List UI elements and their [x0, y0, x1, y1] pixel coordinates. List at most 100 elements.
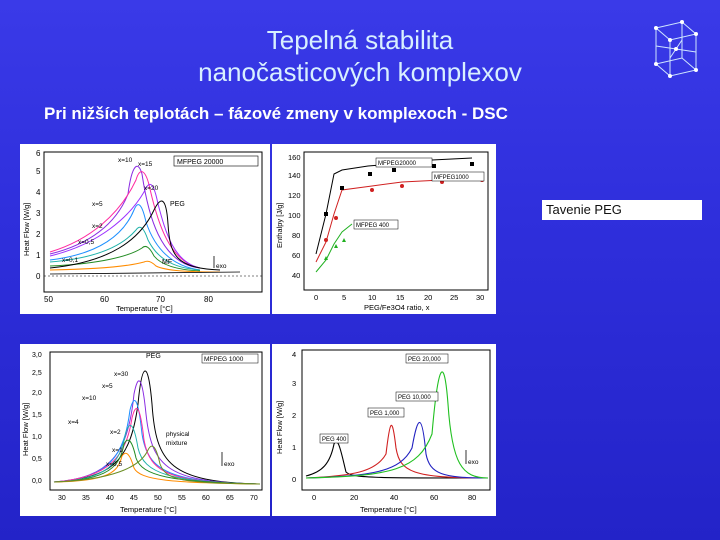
y-tick-00: 0,0 — [32, 478, 42, 485]
dsc-plot-3-svg: MFPEG 1000 PEG x=30 x=5 x=10 x=4 x=2 x=1… — [21, 351, 263, 514]
dsc-plot-mfpeg20000: MFPEG 20000 x=10 x=15 x=20 x=5 x=2 x=0,5… — [20, 144, 270, 314]
label-peg: PEG — [146, 353, 161, 360]
crystal-lattice-logo — [654, 20, 698, 78]
x-axis-label: PEG/Fe3O4 ratio, x — [364, 303, 430, 312]
curve-peg400 — [305, 441, 489, 479]
slide-subtitle: Pri nižších teplotách – fázové zmeny v k… — [44, 104, 508, 123]
x-tick-20: 20 — [350, 493, 358, 502]
y-tick-2: 2 — [36, 230, 41, 239]
curve-x5 — [49, 204, 201, 271]
x-tick-70: 70 — [250, 495, 258, 502]
x-tick-60: 60 — [100, 295, 109, 304]
legend-mfpeg1000: MFPEG 1000 — [204, 356, 244, 363]
x-tick-30: 30 — [476, 293, 484, 302]
y-tick-6: 6 — [36, 149, 41, 158]
curve-peg — [49, 200, 221, 271]
y-axis-label: Heat Flow [W/g] — [275, 401, 284, 454]
curve-x1 — [53, 452, 261, 485]
x-tick-40: 40 — [106, 495, 114, 502]
label-x2: x=2 — [110, 429, 121, 436]
series-mfpeg1000 — [315, 177, 483, 263]
label-exo: exo — [224, 461, 235, 468]
label-mixture: mixture — [166, 440, 188, 447]
y-tick-60: 60 — [292, 251, 300, 260]
dsc-plot-mfpeg1000: MFPEG 1000 PEG x=30 x=5 x=10 x=4 x=2 x=1… — [20, 344, 270, 516]
x-tick-50: 50 — [44, 295, 53, 304]
curve-mixture — [53, 445, 261, 485]
y-axis-label: Heat Flow [W/g] — [21, 403, 30, 456]
x-tick-50: 50 — [154, 495, 162, 502]
curve-x05 — [49, 245, 201, 272]
curve-peg1000 — [305, 424, 489, 479]
x-tick-30: 30 — [58, 495, 66, 502]
y-tick-0: 0 — [292, 475, 296, 484]
x-tick-40: 40 — [390, 493, 398, 502]
x-tick-15: 15 — [396, 293, 404, 302]
label-x20: x=20 — [144, 185, 159, 192]
y-tick-15: 1,5 — [32, 412, 42, 419]
curve-x01 — [49, 260, 221, 273]
label-peg1000: PEG 1,000 — [370, 411, 400, 417]
x-tick-60: 60 — [202, 495, 210, 502]
label-x10: x=10 — [118, 157, 133, 164]
y-tick-05: 0,5 — [32, 456, 42, 463]
y-tick-160: 160 — [288, 153, 301, 162]
curve-mf — [49, 271, 241, 275]
x-tick-20: 20 — [424, 293, 432, 302]
y-tick-100: 100 — [288, 211, 301, 220]
curve-x30 — [53, 380, 261, 485]
curve-peg20000 — [305, 371, 489, 479]
y-tick-2: 2 — [292, 411, 296, 420]
y-tick-3: 3 — [292, 379, 296, 388]
label-exo: exo — [468, 459, 479, 466]
curve-x15 — [49, 171, 201, 269]
label-x1: x=1 — [112, 447, 123, 454]
curve-peg — [53, 370, 261, 485]
y-tick-4: 4 — [36, 188, 41, 197]
y-tick-5: 5 — [36, 167, 41, 176]
legend-mfpeg1000: MFPEG1000 — [434, 175, 469, 181]
label-physical: physical — [166, 431, 190, 438]
label-peg: PEG — [170, 201, 185, 208]
label-mf: MF — [162, 259, 172, 266]
y-tick-10: 1,0 — [32, 434, 42, 441]
title-line-2: nanočasticových komplexov — [198, 57, 522, 87]
x-tick-80: 80 — [468, 493, 476, 502]
series-mfpeg400 — [315, 223, 353, 273]
label-x15: x=15 — [138, 161, 153, 168]
x-tick-80: 80 — [204, 295, 213, 304]
y-tick-30: 3,0 — [32, 352, 42, 359]
enthalpy-plot-svg: MFPEG20000 MFPEG1000 MFPEG 400 40 60 80 … — [275, 151, 489, 312]
curve-peg10000 — [305, 421, 489, 479]
x-tick-65: 65 — [226, 495, 234, 502]
curve-x2 — [49, 226, 201, 271]
y-tick-0: 0 — [36, 272, 41, 281]
x-axis-label: Temperature [°C] — [116, 304, 173, 313]
y-tick-25: 2,5 — [32, 370, 42, 377]
x-tick-55: 55 — [178, 495, 186, 502]
label-peg10000: PEG 10,000 — [398, 395, 431, 401]
x-axis-label: Temperature [°C] — [360, 505, 417, 514]
title-line-1: Tepelná stabilita — [266, 25, 454, 55]
label-x10: x=10 — [82, 395, 97, 402]
enthalpy-plot: MFPEG20000 MFPEG1000 MFPEG 400 40 60 80 … — [272, 144, 496, 314]
x-axis-label: Temperature [°C] — [120, 505, 177, 514]
curve-x5 — [53, 400, 261, 485]
label-x2: x=2 — [92, 223, 103, 230]
label-x05: x=0,5 — [78, 239, 94, 246]
y-tick-3: 3 — [36, 209, 41, 218]
y-tick-20: 2,0 — [32, 390, 42, 397]
y-axis-label: Enthalpy [J/g] — [275, 203, 284, 248]
y-tick-4: 4 — [292, 350, 296, 359]
y-tick-120: 120 — [288, 191, 301, 200]
label-exo: exo — [216, 263, 227, 270]
y-tick-80: 80 — [292, 231, 300, 240]
y-tick-1: 1 — [292, 443, 296, 452]
dsc-plot-peg: PEG 20,000 PEG 10,000 PEG 1,000 PEG 400 … — [272, 344, 496, 516]
x-tick-70: 70 — [156, 295, 165, 304]
label-x01: x=0,1 — [62, 257, 78, 264]
dsc-plot-4-svg: PEG 20,000 PEG 10,000 PEG 1,000 PEG 400 … — [275, 349, 491, 514]
x-tick-10: 10 — [368, 293, 376, 302]
label-peg400: PEG 400 — [322, 437, 347, 443]
curve-x10 — [53, 407, 261, 485]
